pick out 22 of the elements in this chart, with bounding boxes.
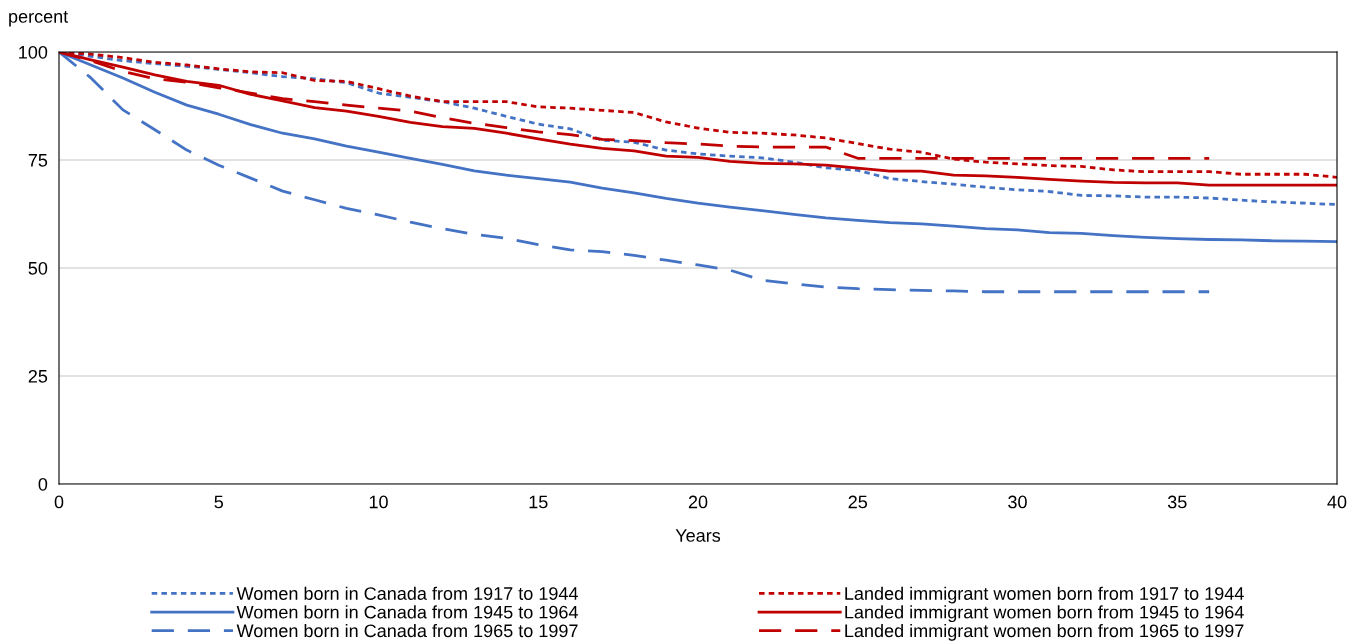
x-tick-label: 0 (54, 495, 64, 509)
x-tick-label: 25 (848, 495, 868, 509)
x-tick-label: 40 (1327, 495, 1347, 509)
y-tick-label: 25 (28, 369, 48, 383)
legend-label: Women born in Canada from 1945 to 1964 (236, 605, 578, 619)
legend-label: Women born in Canada from 1965 to 1997 (236, 623, 578, 638)
x-tick-label: 10 (369, 495, 388, 509)
y-tick-label: 100 (19, 45, 48, 59)
x-tick-label: 15 (529, 495, 548, 509)
x-tick-label: 35 (1167, 495, 1187, 509)
y-axis-title: percent (9, 11, 69, 27)
legend-label: Women born in Canada from 1917 to 1944 (236, 586, 578, 600)
x-tick-label: 20 (688, 495, 708, 509)
y-tick-label: 0 (38, 477, 48, 491)
legend-label: Landed immigrant women born from 1965 to 1997 (845, 623, 1244, 641)
legend-label: Landed immigrant women born from 1945 to 1964 (845, 605, 1244, 623)
y-tick-label: 75 (28, 154, 48, 167)
x-axis-title: Years (675, 529, 721, 542)
y-tick-label: 50 (28, 261, 48, 275)
x-tick-label: 30 (1008, 495, 1027, 509)
x-tick-label: 5 (214, 495, 224, 509)
legend-label: Landed immigrant women born from 1917 to 1944 (845, 586, 1244, 604)
